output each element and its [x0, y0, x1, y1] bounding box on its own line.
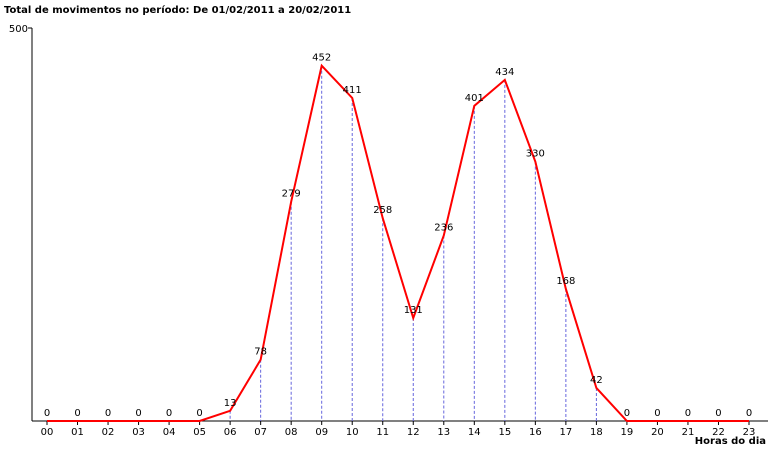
x-tick-label: 04 [163, 427, 176, 438]
data-label: 0 [715, 408, 721, 419]
data-label: 131 [404, 305, 423, 316]
data-label: 13 [224, 398, 237, 409]
x-tick-label: 06 [224, 427, 237, 438]
x-tick-label: 19 [621, 427, 634, 438]
x-tick-label: 16 [529, 427, 542, 438]
data-label: 0 [654, 408, 660, 419]
x-tick-label: 07 [254, 427, 267, 438]
data-label: 279 [282, 189, 301, 200]
x-tick-label: 10 [346, 427, 359, 438]
data-label: 0 [166, 408, 172, 419]
x-tick-label: 13 [437, 427, 450, 438]
data-label: 0 [135, 408, 141, 419]
data-label: 0 [196, 408, 202, 419]
data-label: 42 [590, 375, 603, 386]
y-tick-label: 500 [9, 24, 28, 35]
x-axis-label: Horas do dia [695, 436, 766, 447]
x-tick-label: 22 [712, 427, 725, 438]
data-label: 0 [746, 408, 752, 419]
x-tick-label: 15 [498, 427, 511, 438]
x-tick-label: 09 [315, 427, 328, 438]
data-label: 401 [465, 93, 484, 104]
data-label: 434 [495, 67, 514, 78]
x-tick-label: 14 [468, 427, 481, 438]
x-tick-label: 12 [407, 427, 420, 438]
data-label: 168 [556, 276, 575, 287]
x-tick-label: 00 [41, 427, 54, 438]
x-tick-label: 08 [285, 427, 298, 438]
data-label: 0 [74, 408, 80, 419]
x-tick-label: 05 [193, 427, 206, 438]
data-label: 0 [685, 408, 691, 419]
data-label: 78 [254, 347, 267, 358]
x-tick-label: 03 [132, 427, 145, 438]
x-tick-label: 21 [682, 427, 695, 438]
data-label: 0 [44, 408, 50, 419]
data-label: 411 [343, 85, 362, 96]
data-label: 0 [624, 408, 630, 419]
x-tick-label: 17 [560, 427, 573, 438]
data-label: 236 [434, 223, 453, 234]
chart-title: Total de movimentos no período: De 01/02… [4, 4, 351, 16]
data-label: 258 [373, 205, 392, 216]
x-tick-label: 18 [590, 427, 603, 438]
x-tick-label: 02 [102, 427, 115, 438]
x-tick-label: 11 [376, 427, 389, 438]
x-tick-label: 20 [651, 427, 664, 438]
data-label: 330 [526, 149, 545, 160]
x-tick-label: 23 [743, 427, 756, 438]
x-tick-label: 01 [71, 427, 84, 438]
data-label: 452 [312, 53, 331, 64]
data-line [47, 63, 749, 422]
data-label: 0 [105, 408, 111, 419]
